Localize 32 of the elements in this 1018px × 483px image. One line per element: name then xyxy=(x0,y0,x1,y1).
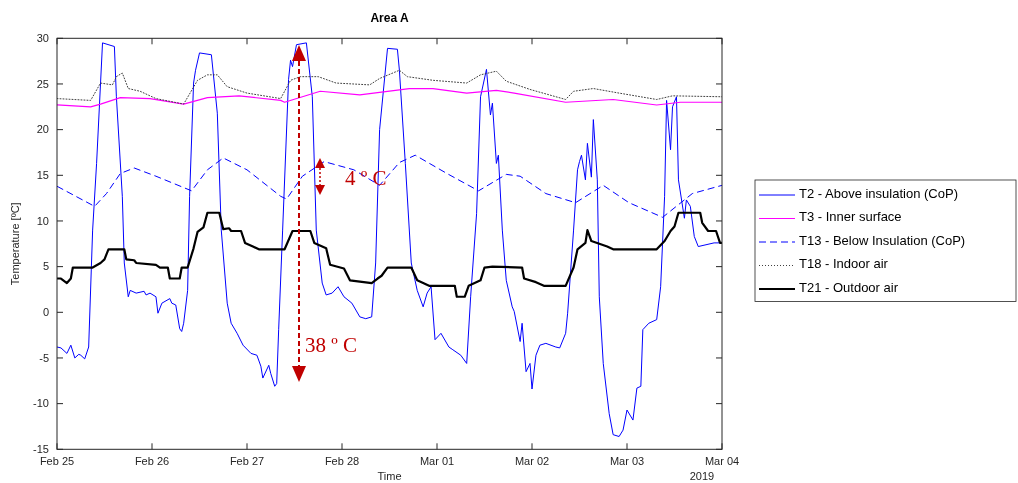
y-tick-label: 15 xyxy=(36,169,49,182)
legend-label: T18 - Indoor air xyxy=(799,256,889,272)
line-series xyxy=(57,69,722,105)
line-series xyxy=(57,211,722,298)
y-tick-label: 30 xyxy=(36,32,49,45)
x-tick-label: Feb 25 xyxy=(39,455,75,468)
legend-label: T3 - Inner surface xyxy=(799,209,902,225)
x-tick-label: Mar 02 xyxy=(514,455,550,468)
y-tick-label: 20 xyxy=(36,123,49,136)
x-axis-title: Time xyxy=(377,470,402,482)
x-tick-label: Mar 03 xyxy=(609,455,645,468)
y-tick-label: -5 xyxy=(39,351,49,364)
legend-label: T13 - Below Insulation (CoP) xyxy=(799,232,966,248)
x-tick-label: Feb 28 xyxy=(324,455,360,468)
x-tick-label: Feb 27 xyxy=(229,455,265,468)
y-axis-title: Temperature [ºC] xyxy=(9,202,21,286)
y-tick-label: -10 xyxy=(33,397,49,410)
y-tick-label: 5 xyxy=(42,260,49,273)
x-tick-label: Mar 01 xyxy=(419,455,455,468)
line-series xyxy=(57,87,722,108)
y-tick-label: 10 xyxy=(36,214,49,227)
text: 2019 xyxy=(689,470,715,482)
y-tick-label: 25 xyxy=(36,77,49,90)
line-series xyxy=(57,42,722,438)
legend-label: T21 - Outdoor air xyxy=(799,279,899,295)
x-tick-label: Mar 04 xyxy=(704,455,740,468)
y-tick-label: -15 xyxy=(33,443,49,456)
annotation: 38 º C xyxy=(305,333,358,357)
legend-label: T2 - Above insulation (CoP) xyxy=(799,185,958,201)
chart-title: Area A xyxy=(370,11,409,26)
y-tick-label: 0 xyxy=(42,306,49,319)
x-tick-label: Feb 26 xyxy=(134,455,170,468)
